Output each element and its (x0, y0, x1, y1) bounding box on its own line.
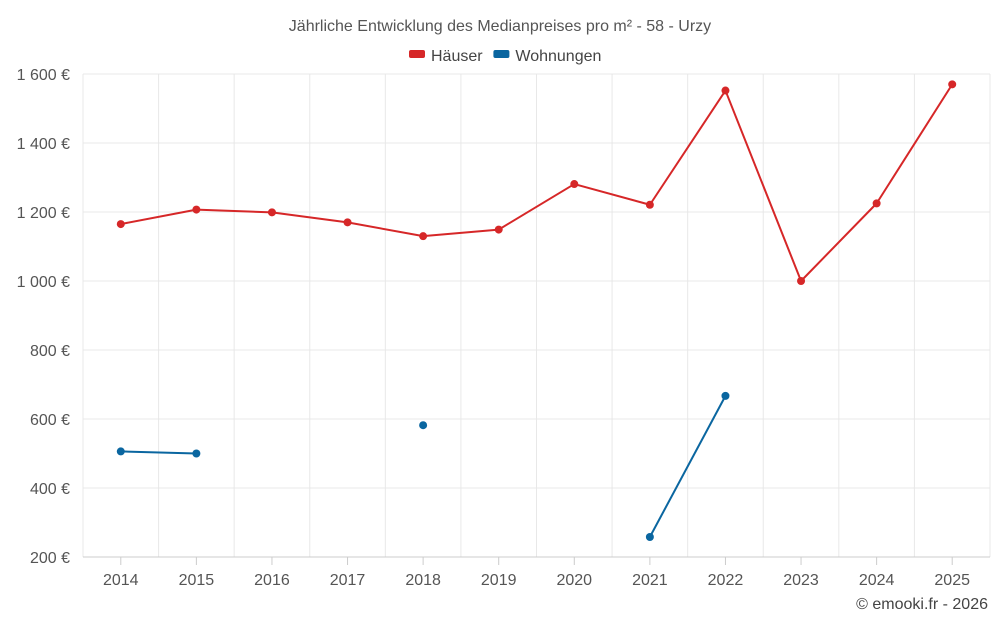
x-tick-label: 2015 (179, 572, 215, 589)
y-tick-label: 600 € (30, 412, 70, 429)
series (116, 80, 957, 541)
x-tick-label: 2014 (103, 572, 139, 589)
grid (82, 73, 991, 558)
series-line-segment (120, 83, 954, 282)
legend-label: Häuser (431, 48, 483, 65)
chart-title: Jährliche Entwicklung des Medianpreises … (289, 18, 711, 35)
data-point[interactable] (797, 277, 806, 285)
x-tick-label: 2020 (556, 572, 592, 589)
legend-swatch (493, 50, 510, 58)
data-point[interactable] (192, 205, 201, 214)
data-point[interactable] (872, 199, 881, 208)
x-tick-label: 2022 (708, 572, 744, 589)
legend: Häuser Wohnungen (409, 48, 601, 65)
legend-item-häuser[interactable]: Häuser (409, 48, 483, 65)
credit-text: © emooki.fr - 2026 (856, 596, 988, 613)
x-tick-label: 2025 (934, 572, 970, 589)
y-tick-label: 1 000 € (17, 274, 70, 291)
x-tick-label: 2021 (632, 572, 668, 589)
data-point[interactable] (721, 86, 730, 95)
data-point[interactable] (570, 180, 579, 189)
x-tick-label: 2018 (405, 572, 441, 589)
series-line-segment (120, 450, 197, 455)
x-tick-label: 2019 (481, 572, 517, 589)
x-tick-label: 2023 (783, 572, 819, 589)
y-tick-label: 200 € (30, 550, 70, 567)
y-tick-label: 1 200 € (17, 205, 70, 222)
y-tick-label: 400 € (30, 481, 70, 498)
data-point[interactable] (343, 218, 352, 227)
y-tick-label: 1 400 € (17, 136, 70, 153)
data-point[interactable] (419, 421, 428, 430)
y-tick-label: 1 600 € (17, 67, 70, 84)
series-häuser (116, 80, 957, 285)
axes: 200 € 400 € 600 € 800 € 1 000 € 1 200 € 1 400 … (17, 67, 990, 589)
legend-swatch (409, 50, 425, 58)
data-point[interactable] (116, 220, 125, 229)
x-tick-label: 2016 (254, 572, 290, 589)
y-tick-label: 800 € (30, 343, 70, 360)
data-point[interactable] (267, 208, 276, 217)
data-point[interactable] (192, 449, 201, 458)
data-point[interactable] (645, 532, 654, 541)
data-point[interactable] (116, 447, 125, 456)
x-tick-label: 2017 (330, 572, 366, 589)
x-tick-label: 2024 (859, 572, 895, 589)
series-wohnungen (116, 391, 730, 541)
data-point[interactable] (721, 391, 730, 400)
data-point[interactable] (948, 80, 957, 89)
data-point[interactable] (419, 232, 428, 241)
legend-item-wohnungen[interactable]: Wohnungen (493, 48, 601, 65)
series-line-segment (648, 395, 727, 538)
data-point[interactable] (645, 200, 654, 209)
data-point[interactable] (494, 225, 503, 234)
legend-label: Wohnungen (515, 48, 601, 65)
